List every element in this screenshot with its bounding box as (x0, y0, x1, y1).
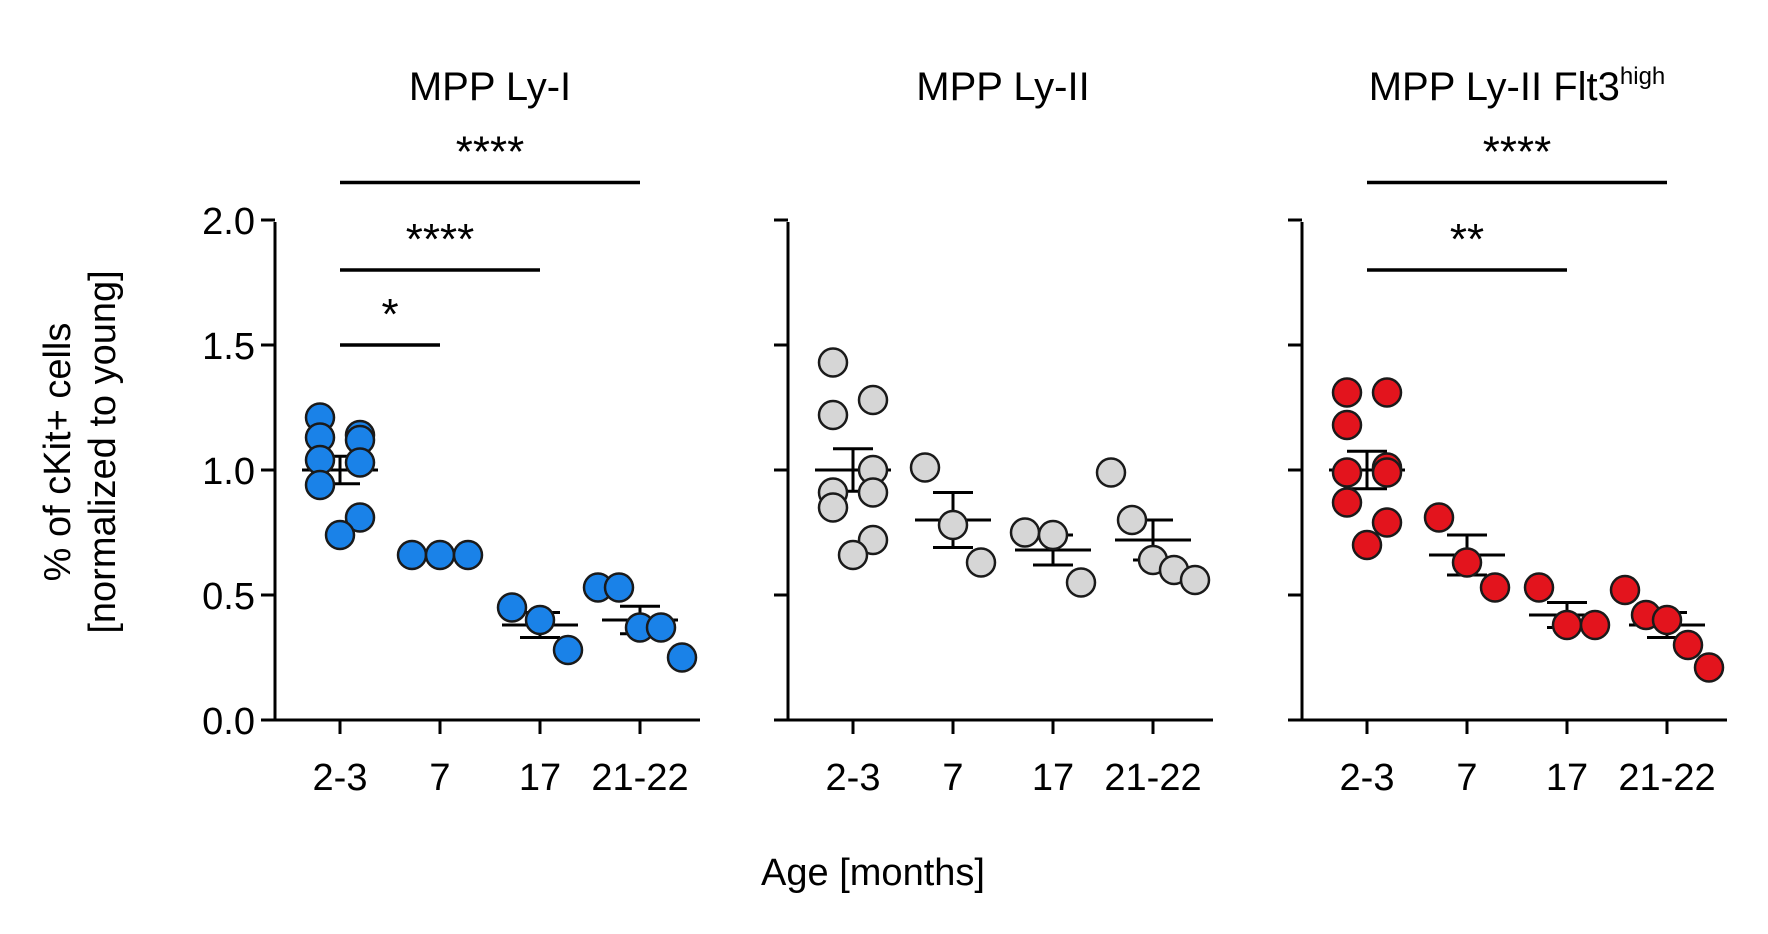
data-point (552, 634, 584, 666)
data-point (857, 524, 889, 556)
data-point (344, 502, 376, 533)
data-point (817, 492, 849, 523)
data-point (1672, 629, 1704, 661)
data-point (1037, 519, 1069, 551)
data-point (909, 452, 941, 483)
chart-panels: MPP Ly-I0.00.51.01.52.02-3 7 17 21-22******… (202, 63, 1727, 799)
data-point (1331, 377, 1363, 408)
x-tick-label: 2-3 (1340, 757, 1395, 799)
data-point (1551, 609, 1583, 641)
data-point (304, 469, 336, 501)
data-point (1065, 567, 1097, 598)
data-point (1179, 564, 1211, 596)
data-point (937, 509, 969, 541)
significance-label: ** (1450, 215, 1484, 264)
x-tick-label: 17 (519, 757, 561, 799)
data-point (1009, 517, 1041, 548)
y-tick-label: 0.0 (202, 701, 255, 743)
x-tick-label: 21-22 (1104, 757, 1201, 799)
data-point (965, 547, 997, 578)
y-tick-label: 1.0 (202, 451, 255, 493)
data-point (603, 572, 635, 603)
x-tick-label: 2-3 (826, 757, 881, 799)
data-point (1451, 547, 1483, 578)
significance-bracket: ** (1367, 215, 1567, 272)
data-point (1693, 652, 1725, 683)
x-axis-label: Age [months] (761, 852, 985, 894)
data-point (424, 539, 456, 571)
x-tick-label: 21-22 (1618, 757, 1715, 799)
data-point (496, 592, 528, 623)
data-point (817, 399, 849, 431)
y-tick-label: 1.5 (202, 326, 255, 368)
x-tick-label: 17 (1546, 757, 1588, 799)
x-tick-label: 7 (942, 757, 963, 799)
data-point (344, 447, 376, 478)
data-point (1331, 487, 1363, 518)
significance-bracket: * (340, 290, 440, 347)
significance-bracket: **** (1367, 128, 1667, 185)
y-tick-label: 2.0 (202, 201, 255, 243)
y-tick-label: 0.5 (202, 576, 255, 618)
data-point (1523, 572, 1555, 603)
data-point (666, 642, 698, 673)
data-point (1609, 574, 1641, 606)
significance-label: **** (406, 215, 475, 264)
data-point (1371, 457, 1403, 488)
panel-2: MPP Ly-II 2-3 7 17 21-22 (774, 65, 1213, 799)
significance-bracket: **** (340, 128, 640, 185)
data-point (817, 347, 849, 378)
panel-title: MPP Ly-II Flt3high (1369, 63, 1666, 109)
data-point (1371, 377, 1403, 408)
data-point (324, 519, 356, 551)
data-point (524, 604, 556, 636)
significance-label: * (381, 290, 398, 339)
significance-bracket: **** (340, 215, 540, 272)
data-point (1651, 604, 1683, 636)
significance-label: **** (1483, 128, 1552, 177)
panel-1: MPP Ly-I0.00.51.01.52.02-3 7 17 21-22******… (202, 65, 700, 799)
data-point (1351, 529, 1383, 561)
data-point (857, 384, 889, 416)
data-point (857, 477, 889, 508)
data-point (1423, 502, 1455, 533)
data-point (1579, 609, 1611, 641)
data-point (396, 539, 428, 571)
y-axis-label-line1: % of cKit+ cells (37, 323, 79, 582)
x-tick-label: 7 (429, 757, 450, 799)
x-tick-label: 7 (1456, 757, 1477, 799)
x-tick-label: 17 (1032, 757, 1074, 799)
data-point (1371, 507, 1403, 538)
data-point (452, 539, 484, 571)
panel-title: MPP Ly-II (916, 65, 1089, 109)
data-point (1116, 504, 1148, 536)
y-axis-label-line2: [normalized to young] (82, 270, 124, 633)
significance-label: **** (456, 128, 525, 177)
data-point (837, 539, 869, 571)
x-tick-label: 21-22 (591, 757, 688, 799)
panel-title: MPP Ly-I (409, 65, 571, 109)
x-tick-label: 2-3 (313, 757, 368, 799)
data-point (1331, 457, 1363, 488)
data-point (1479, 572, 1511, 603)
data-point (1095, 457, 1127, 488)
data-point (645, 612, 677, 643)
data-point (1331, 409, 1363, 441)
panel-title-superscript: high (1620, 63, 1665, 90)
